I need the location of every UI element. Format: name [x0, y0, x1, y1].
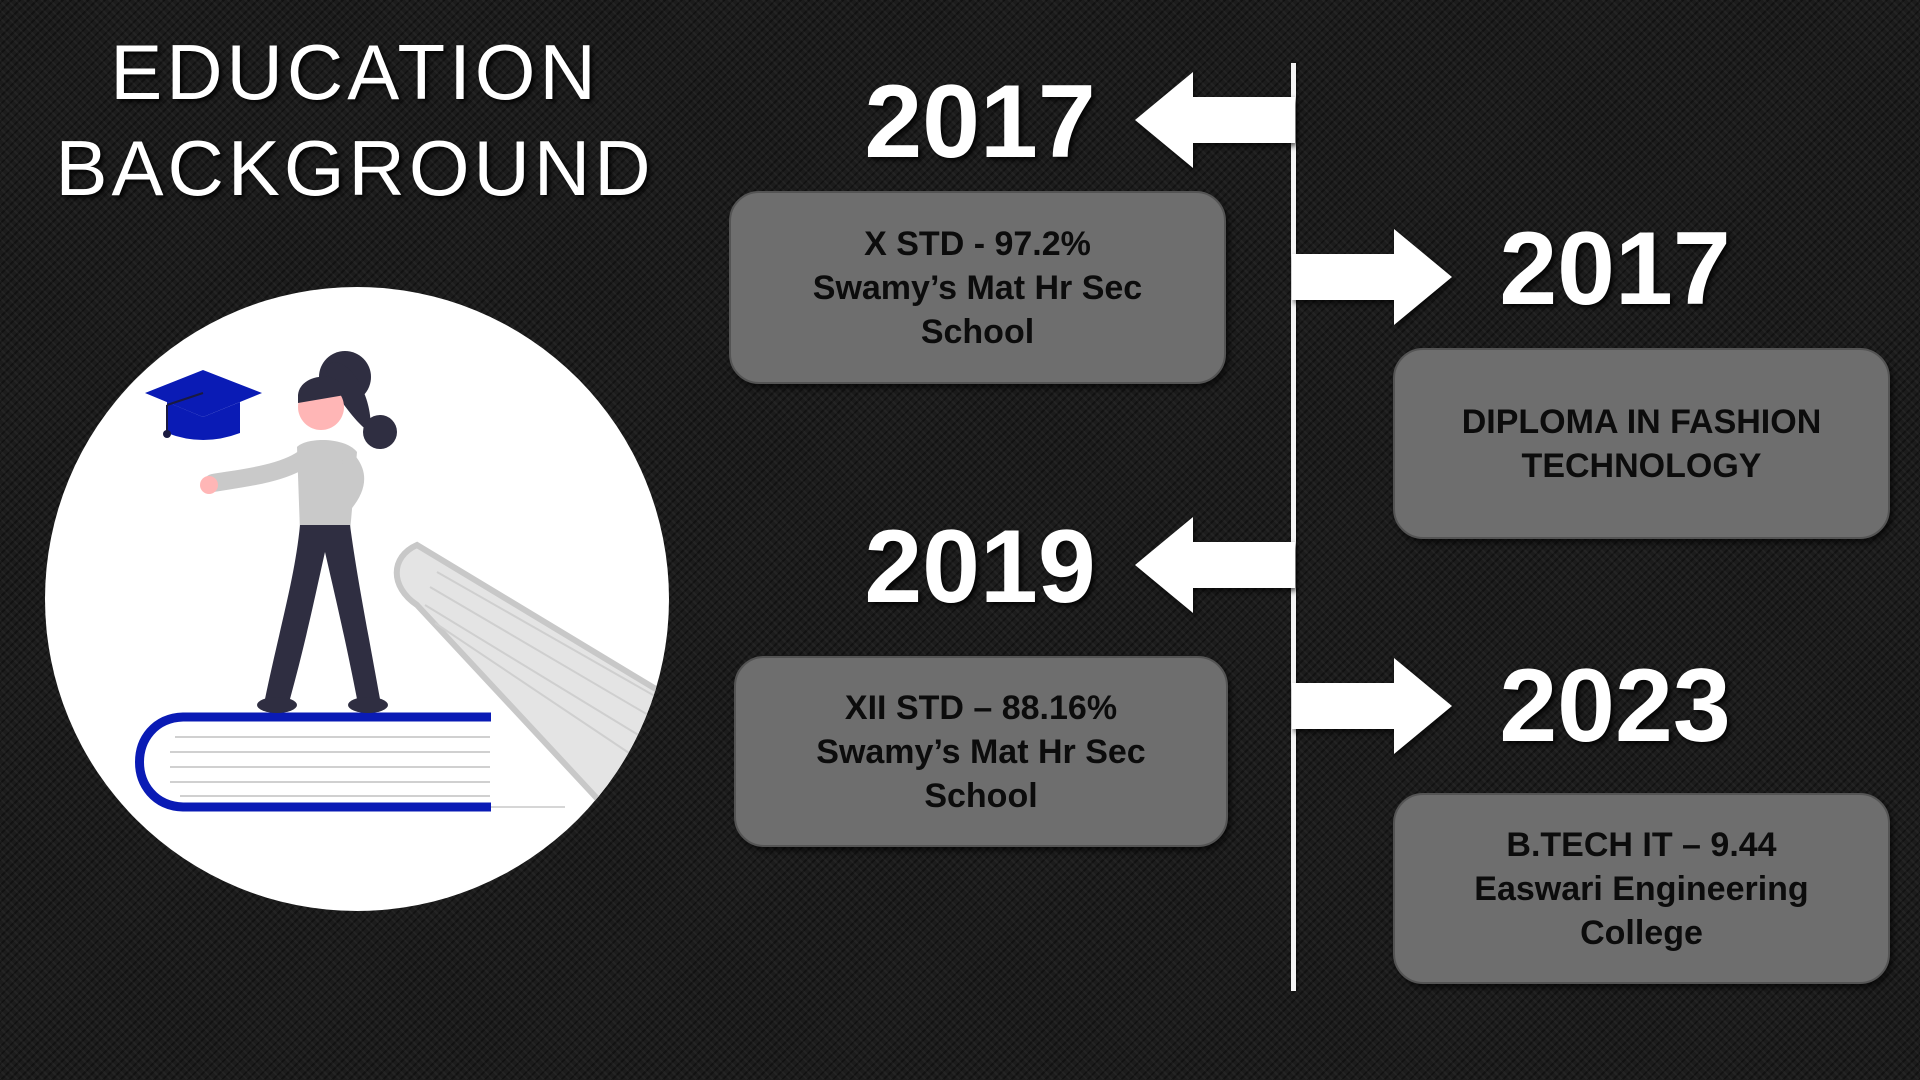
card-1-line-1: X STD - 97.2% [864, 224, 1091, 263]
education-card-3: XII STD – 88.16% Swamy’s Mat Hr Sec Scho… [734, 656, 1228, 847]
year-label-1: 2017 [864, 64, 1096, 180]
card-4-line-2: Easwari Engineering [1474, 869, 1809, 908]
education-illustration [45, 287, 669, 911]
card-3-line-1: XII STD – 88.16% [844, 688, 1118, 727]
card-2-line-2: TECHNOLOGY [1521, 446, 1762, 485]
year-label-4: 2023 [1499, 648, 1731, 764]
education-card-4: B.TECH IT – 9.44 Easwari Engineering Col… [1393, 793, 1890, 984]
title-line-background: BACKGROUND [55, 124, 655, 212]
card-1-line-2: Swamy’s Mat Hr Sec [812, 268, 1143, 307]
timeline-line [1291, 63, 1296, 991]
card-4-line-3: College [1580, 913, 1703, 952]
arrow-right-icon [1292, 658, 1452, 754]
title-line-education: EDUCATION [110, 28, 600, 116]
card-1-line-3: School [920, 312, 1035, 351]
card-4-line-1: B.TECH IT – 9.44 [1506, 825, 1777, 864]
arrow-left-icon [1135, 72, 1295, 168]
education-card-1: X STD - 97.2% Swamy’s Mat Hr Sec School [729, 191, 1226, 384]
year-label-2: 2017 [1499, 211, 1731, 327]
student-figure [200, 351, 397, 713]
flat-book-icon [135, 712, 565, 812]
card-2-line-1: DIPLOMA IN FASHION [1461, 402, 1822, 441]
arrow-right-icon [1292, 229, 1452, 325]
education-card-2: DIPLOMA IN FASHION TECHNOLOGY [1393, 348, 1890, 539]
tilted-book-icon [393, 541, 669, 831]
card-3-line-3: School [924, 776, 1038, 815]
year-label-3: 2019 [864, 509, 1096, 625]
arrow-left-icon [1135, 517, 1295, 613]
card-3-line-2: Swamy’s Mat Hr Sec [816, 732, 1146, 771]
graduation-cap-icon [145, 370, 262, 440]
